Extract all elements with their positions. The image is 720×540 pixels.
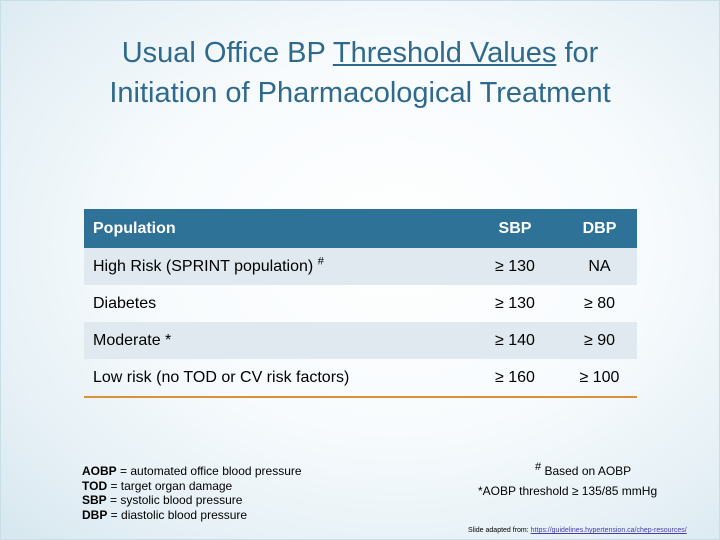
threshold-table: Population SBP DBP High Risk (SPRINT pop… [84, 209, 637, 398]
title-line2: Initiation of Pharmacological Treatment [109, 77, 611, 109]
cell-population: High Risk (SPRINT population) # [84, 248, 468, 285]
abbr: AOBP [82, 464, 117, 478]
aobp-footnote-text: Based on AOBP [541, 464, 632, 478]
header-population: Population [84, 209, 468, 248]
cell-population: Diabetes [93, 294, 157, 312]
aobp-footnote: # Based on AOBP [535, 461, 632, 479]
cell-sbp: ≥ 160 [468, 359, 562, 398]
table-row: Diabetes ≥ 130 ≥ 80 [84, 285, 637, 322]
title-part1: Usual Office BP [121, 37, 333, 69]
abbr-meaning: = systolic blood pressure [106, 493, 243, 507]
definition-item: DBP = diastolic blood pressure [82, 508, 302, 523]
cell-dbp: ≥ 80 [583, 294, 616, 312]
cell-dbp: NA [562, 248, 637, 285]
cell-sbp: ≥ 140 [468, 322, 562, 359]
table-row: High Risk (SPRINT population) # ≥ 130 NA [84, 248, 637, 285]
abbr-meaning: = target organ damage [107, 478, 233, 493]
cell-dbp: ≥ 90 [562, 322, 637, 359]
title-underlined: Threshold Values [332, 37, 557, 69]
cell-population: Low risk (no TOD or CV risk factors) [84, 359, 468, 398]
header-sbp: SBP [468, 209, 562, 248]
abbr: TOD [82, 478, 108, 493]
header-dbp: DBP [562, 209, 637, 248]
abbr-meaning: = diastolic blood pressure [107, 507, 248, 522]
aobp-threshold-note: *AOBP threshold ≥ 135/85 mmHg [478, 484, 658, 498]
source-prefix: Slide adapted from: [468, 527, 531, 534]
definition-item: SBP = systolic blood pressure [82, 493, 302, 508]
cell-sbp: ≥ 130 [495, 294, 535, 312]
table-header-row: Population SBP DBP [84, 209, 637, 248]
page-title: Usual Office BP Threshold Values for Ini… [40, 33, 680, 113]
definition-item: TOD = target organ damage [82, 479, 302, 494]
source-link[interactable]: https://guidelines.hypertension.ca/chep-… [530, 527, 687, 534]
hash-marker: # [535, 461, 542, 473]
abbreviation-list: AOBP = automated office blood pressure T… [82, 464, 302, 522]
cell-sbp: ≥ 130 [468, 248, 562, 285]
table-row: Low risk (no TOD or CV risk factors) ≥ 1… [84, 359, 637, 398]
source-citation: Slide adapted from: https://guidelines.h… [468, 527, 687, 534]
cell-dbp: ≥ 100 [562, 359, 637, 398]
population-label: High Risk (SPRINT population) [93, 257, 318, 275]
table-row: Moderate * ≥ 140 ≥ 90 [84, 322, 637, 359]
title-part2: for [556, 37, 599, 69]
abbr: SBP [82, 493, 107, 507]
definition-item: AOBP = automated office blood pressure [82, 464, 302, 479]
abbr-meaning: = automated office blood pressure [116, 464, 302, 478]
cell-population: Moderate * [84, 322, 468, 359]
abbr: DBP [82, 507, 108, 522]
hash-marker: # [317, 255, 324, 268]
